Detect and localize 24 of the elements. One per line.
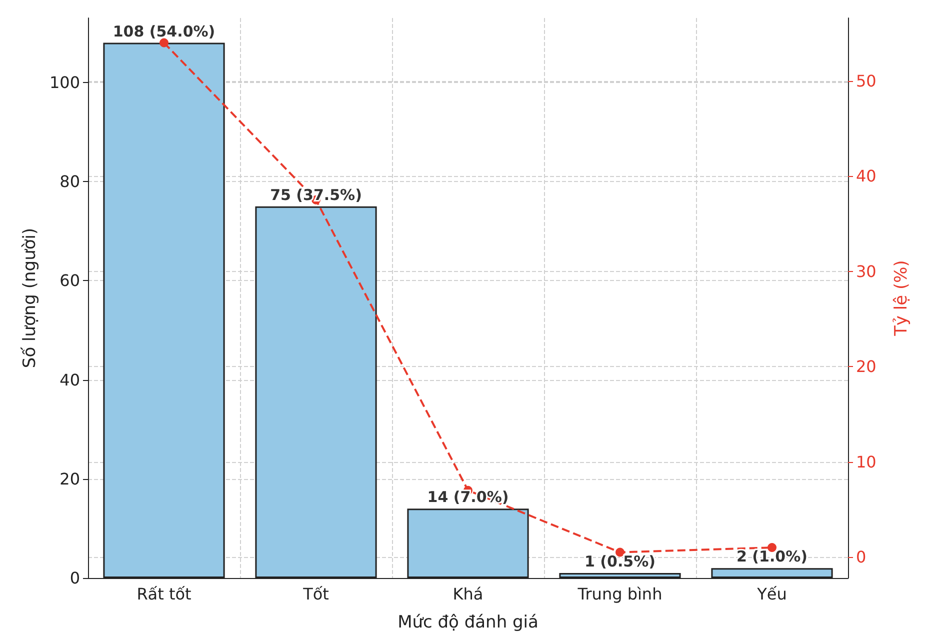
- x-tick-label: Rất tốt: [136, 584, 192, 604]
- y2-tick-label: 30: [856, 262, 876, 281]
- y-tick-label: 40: [60, 370, 80, 390]
- x-tick-label: Khá: [452, 584, 484, 604]
- y2-axis-title: Tỷ lệ (%): [892, 260, 912, 337]
- data-label: 2 (1.0%): [736, 548, 808, 566]
- data-label: 1 (0.5%): [584, 552, 656, 571]
- y-tick-label: 80: [60, 172, 80, 192]
- point: [160, 38, 168, 48]
- y-tick-label: 20: [60, 469, 80, 488]
- y-tick-label: 60: [60, 271, 80, 290]
- data-label: 108 (54.0%): [112, 22, 216, 40]
- y2-tick-label: 10: [856, 452, 876, 472]
- y2-tick-label: 20: [856, 357, 876, 376]
- y-tick-label: 100: [49, 72, 80, 92]
- x-tick-label: Yếu: [756, 584, 787, 604]
- y2-tick-label: 40: [856, 166, 876, 186]
- x-axis-title: Mức độ đánh giá: [398, 612, 538, 632]
- y2-tick-label: 0: [856, 548, 866, 567]
- x-tick-label: Trung bình: [576, 584, 662, 604]
- y-tick-label: 0: [70, 568, 80, 588]
- y-axis-title: Số lượng (người): [20, 228, 40, 368]
- x-tick-label: Tốt: [302, 584, 329, 604]
- y2-tick-label: 50: [856, 71, 876, 90]
